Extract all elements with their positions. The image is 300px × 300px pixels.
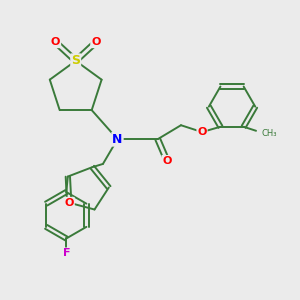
Text: N: N xyxy=(112,133,123,146)
Text: F: F xyxy=(62,248,70,258)
Text: O: O xyxy=(197,127,207,137)
Text: O: O xyxy=(91,37,101,47)
Text: O: O xyxy=(51,37,60,47)
Text: S: S xyxy=(71,54,80,67)
Text: O: O xyxy=(64,198,74,208)
Text: CH₃: CH₃ xyxy=(262,129,277,138)
Text: O: O xyxy=(162,156,172,166)
